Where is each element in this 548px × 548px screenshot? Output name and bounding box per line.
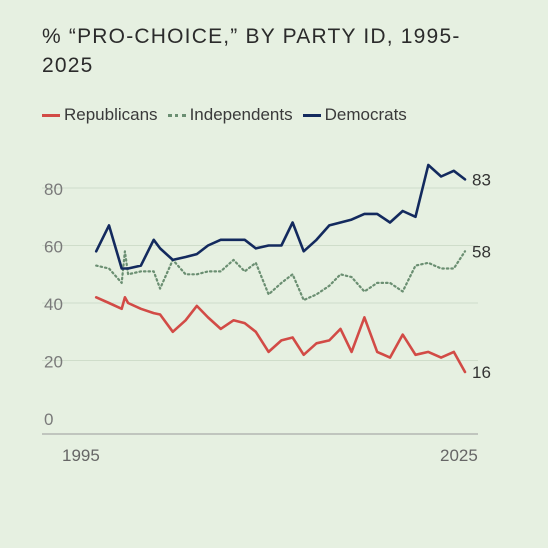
legend-item-independents: Independents: [167, 105, 293, 125]
y-tick-label-0: 0: [44, 410, 53, 429]
chart-title: % “PRO-CHOICE,” BY PARTY ID, 1995-2025: [42, 25, 461, 77]
legend-item-democrats: Democrats: [302, 105, 407, 125]
y-tick-label-20: 20: [44, 353, 63, 372]
y-axis-ticks: 0 20 40 60 80: [44, 180, 63, 429]
end-labels: 16 58 83: [472, 170, 491, 382]
series-line-independents: [95, 250, 467, 302]
end-label-republicans: 16: [472, 363, 491, 382]
gridlines: [42, 187, 478, 361]
x-tick-label-1995: 1995: [62, 446, 100, 465]
y-tick-label-40: 40: [44, 295, 63, 314]
x-axis: 1995 2025: [42, 433, 478, 465]
legend-swatch-republicans: [42, 113, 60, 117]
legend-label-republicans: Republicans: [64, 105, 158, 124]
y-tick-label-60: 60: [44, 238, 63, 257]
series-line-democrats: [94, 163, 467, 270]
y-tick-label-80: 80: [44, 180, 63, 199]
x-tick-label-2025: 2025: [440, 446, 478, 465]
legend-label-democrats: Democrats: [324, 105, 407, 124]
end-label-independents: 58: [472, 242, 491, 261]
series-line-republicans: [94, 295, 467, 374]
end-label-democrats: 83: [472, 170, 491, 189]
legend-label-independents: Independents: [189, 105, 293, 124]
series-lines: [94, 163, 467, 374]
legend: Republicans Independents Democrats: [42, 105, 417, 125]
legend-swatch-democrats: [302, 113, 321, 117]
legend-swatch-independents: [167, 113, 186, 117]
legend-item-republicans: Republicans: [42, 105, 158, 125]
